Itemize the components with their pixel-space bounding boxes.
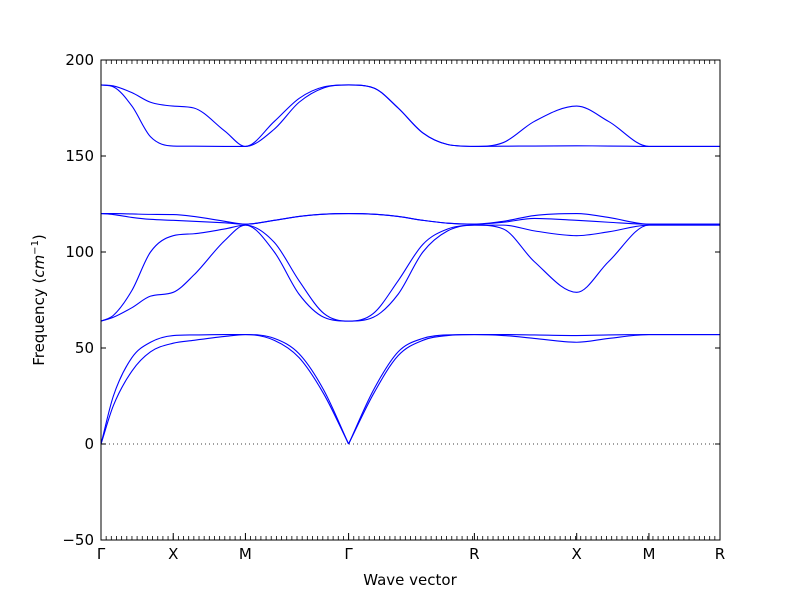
dispersion-branch-3 [100,224,720,322]
y-axis-unit-base: cm [30,255,48,278]
high-symmetry-label: M [642,545,655,563]
x-axis-title: Wave vector [363,571,457,589]
dispersion-branch-1 [100,334,720,445]
y-axis-unit-close-paren: ) [30,234,48,240]
high-symmetry-label: Γ [97,545,106,563]
y-axis-unit-open-paren: ( [30,278,48,289]
plot-frame-layer [100,59,721,541]
high-symmetry-label: R [715,545,725,563]
high-symmetry-label: X [168,545,178,563]
high-symmetry-label: M [239,545,252,563]
high-symmetry-label: X [572,545,582,563]
plot-frame [100,59,721,541]
dispersion-branch-4 [100,224,720,322]
dispersion-branch-2 [100,334,720,445]
dispersion-branch-7 [100,84,720,147]
y-tick-label: 0 [84,435,94,453]
y-tick-label: −50 [62,531,94,549]
branch-layer [100,84,720,445]
dispersion-branch-8 [100,84,720,147]
y-tick-label: 50 [75,339,94,357]
high-symmetry-label: R [469,545,479,563]
y-tick-label: 100 [65,243,94,261]
y-axis-title-text: Frequency [30,288,48,366]
high-symmetry-label: Γ [344,545,353,563]
y-tick-label: 200 [65,51,94,69]
y-tick-label: 150 [65,147,94,165]
y-tick-layer: −50 0 50 100 150 200 [62,51,720,549]
y-axis-unit-exponent: −1 [30,240,41,255]
y-axis-title: Frequency (cm−1) [30,234,48,366]
dispersion-branch-6 [100,213,720,225]
